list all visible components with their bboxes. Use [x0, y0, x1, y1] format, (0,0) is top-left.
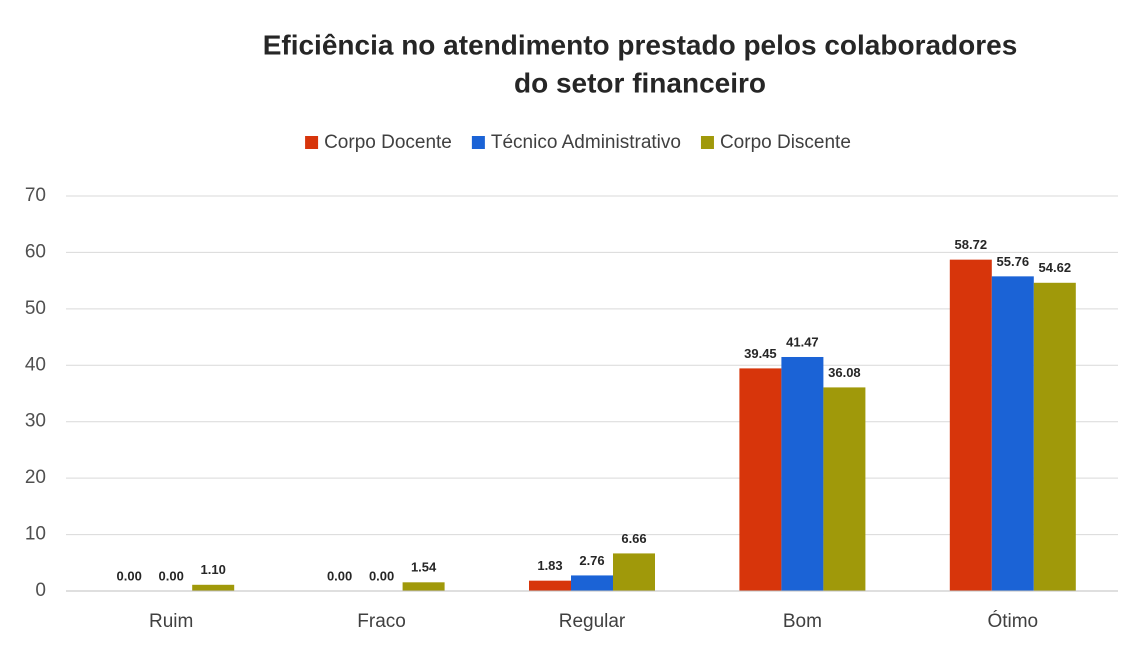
value-label: 0.00	[327, 568, 352, 583]
y-tick-label: 40	[25, 354, 46, 375]
value-label: 1.10	[201, 562, 226, 577]
legend-swatch	[700, 136, 714, 149]
x-tick-label: Ruim	[149, 611, 193, 632]
value-label: 6.66	[621, 531, 646, 546]
value-label: 0.00	[117, 568, 142, 583]
bar	[781, 356, 824, 591]
x-tick-label: Fraco	[357, 611, 406, 632]
y-tick-label: 50	[25, 298, 46, 319]
value-label: 41.47	[786, 334, 819, 349]
value-label: 2.76	[579, 553, 604, 568]
value-label: 36.08	[828, 365, 861, 380]
value-label: 0.00	[369, 568, 394, 583]
legend-label: Técnico Administrativo	[491, 132, 681, 153]
bar	[823, 387, 866, 591]
value-label: 39.45	[744, 346, 777, 361]
value-label: 58.72	[955, 237, 988, 252]
y-tick-label: 60	[25, 241, 46, 262]
legend-label: Corpo Docente	[324, 132, 452, 153]
legend-label: Corpo Discente	[720, 132, 851, 153]
x-tick-label: Regular	[559, 611, 626, 632]
value-label: 55.76	[997, 254, 1030, 269]
chart-title: do setor financeiro	[514, 67, 766, 98]
legend-swatch	[471, 136, 485, 149]
y-tick-label: 10	[25, 524, 46, 545]
value-label: 1.83	[537, 558, 562, 573]
value-label: 1.54	[411, 560, 437, 575]
y-tick-label: 30	[25, 411, 46, 432]
value-label: 54.62	[1039, 260, 1072, 275]
x-tick-label: Ótimo	[987, 610, 1038, 632]
bar	[739, 368, 782, 591]
bar	[1033, 282, 1076, 591]
bar	[991, 276, 1034, 591]
value-label: 0.00	[159, 568, 184, 583]
y-tick-label: 70	[25, 185, 46, 206]
bar	[192, 584, 235, 591]
bar	[613, 553, 655, 591]
chart-title: Eficiência no atendimento prestado pelos…	[263, 29, 1018, 60]
bar	[949, 259, 992, 591]
bar	[529, 580, 571, 591]
bar	[571, 575, 613, 591]
legend-swatch	[305, 136, 319, 149]
y-tick-label: 0	[35, 580, 46, 601]
bar	[402, 582, 445, 591]
x-tick-label: Bom	[783, 611, 822, 632]
y-tick-label: 20	[25, 467, 46, 488]
